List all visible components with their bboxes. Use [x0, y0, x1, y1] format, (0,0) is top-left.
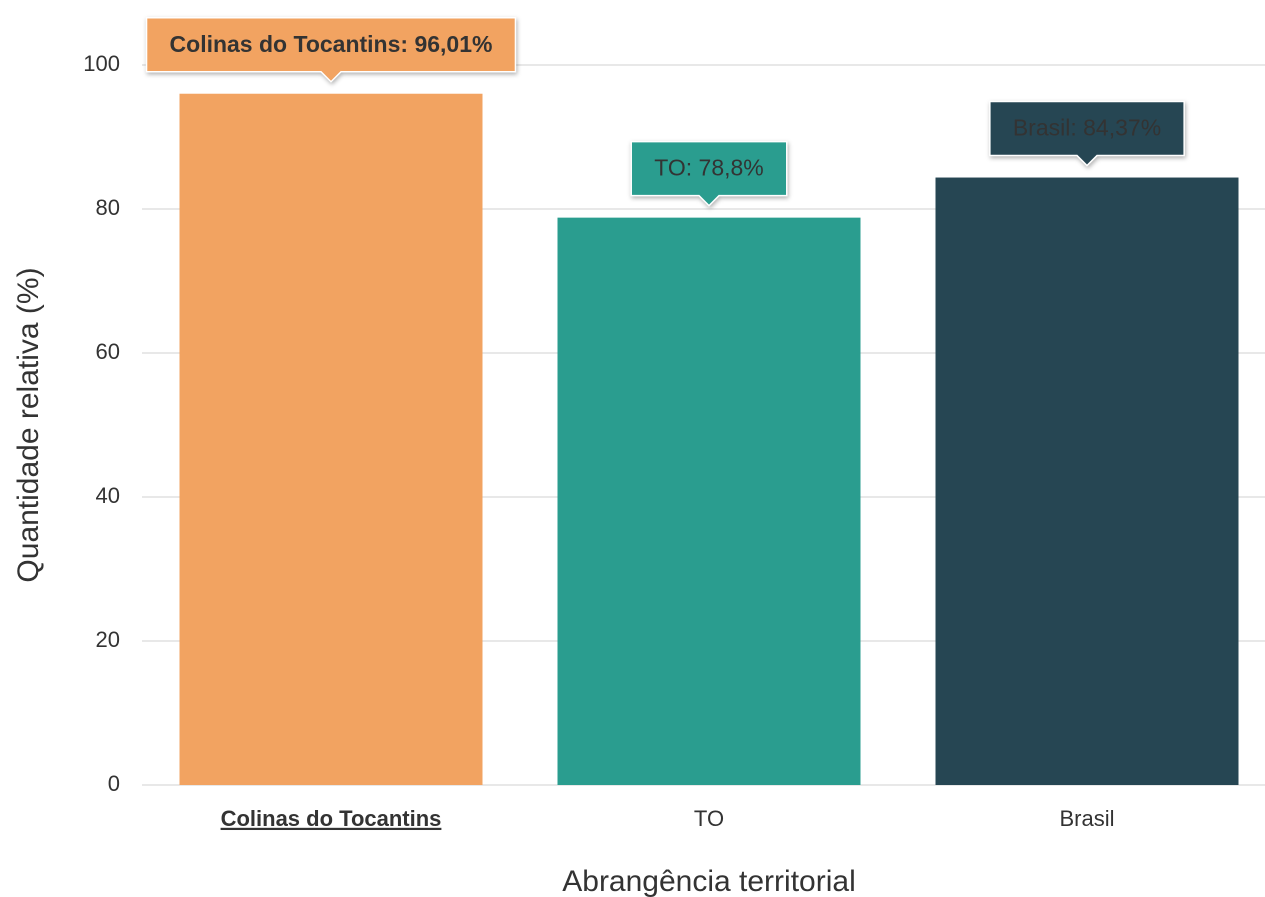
x-tick-label: TO [694, 806, 724, 831]
data-label-box [989, 100, 1185, 167]
y-tick-label: 0 [108, 771, 120, 796]
data-label-text: Brasil: 84,37% [1013, 115, 1161, 141]
y-tick-label: 100 [83, 51, 120, 76]
data-label-box [630, 140, 788, 207]
x-tick-label: Colinas do Tocantins [221, 806, 442, 831]
bar [935, 177, 1239, 785]
x-tick-label: Brasil [1059, 806, 1114, 831]
y-axis-title: Quantidade relativa (%) [12, 267, 45, 582]
data-label: TO: 78,8% [630, 140, 788, 207]
bar [557, 217, 861, 785]
x-axis-title: Abrangência territorial [562, 865, 855, 897]
data-label-text: TO: 78,8% [654, 155, 764, 181]
data-label-text: Colinas do Tocantins: 96,01% [170, 31, 493, 57]
y-tick-label: 40 [96, 483, 120, 508]
y-tick-label: 80 [96, 195, 120, 220]
y-tick-label: 20 [96, 627, 120, 652]
bar [179, 93, 483, 785]
data-label-box [145, 16, 517, 83]
data-label: Brasil: 84,37% [989, 100, 1185, 167]
y-tick-label: 60 [96, 339, 120, 364]
data-label: Colinas do Tocantins: 96,01% [145, 16, 517, 83]
